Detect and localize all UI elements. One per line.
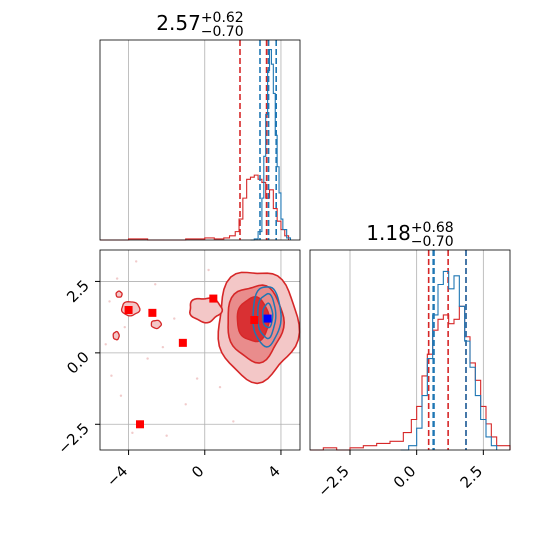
sample-dot [195, 377, 199, 380]
red-marker [209, 294, 218, 303]
x-tick-label: 0 [188, 462, 207, 481]
red-marker [148, 308, 157, 317]
histogram-series-1 [100, 174, 290, 241]
histogram-series-2 [400, 270, 498, 451]
panel-title-param-1: 2.57+0.62 −0.70 [156, 10, 243, 40]
y-tick-label: 0.0 [63, 348, 93, 378]
sample-dot [146, 357, 149, 360]
sample-dot [232, 420, 235, 423]
x-tick-label: 0.0 [390, 462, 420, 492]
sample-dot [104, 343, 107, 346]
sample-dot [110, 374, 113, 377]
sample-dot [108, 300, 111, 303]
sample-dot [115, 277, 119, 280]
y-tick-label: −2.5 [54, 419, 92, 457]
contour-red-lobe [188, 297, 224, 324]
contour-blue-outer [252, 286, 282, 348]
panel-frame [99, 249, 301, 451]
red-marker [250, 316, 259, 324]
y-tick-label: 2.5 [63, 277, 93, 307]
contour-blue-inner [261, 302, 274, 329]
contour-red-island [150, 319, 163, 330]
panel-title-param-2: 1.18+0.68 −0.70 [366, 220, 453, 250]
blue-marker [263, 314, 272, 323]
sample-dot [131, 431, 134, 435]
red-marker [178, 338, 187, 347]
sample-dot [123, 325, 126, 329]
sample-dot [119, 394, 123, 397]
panel-frame [309, 249, 511, 451]
sample-dot [154, 283, 157, 286]
top-left-histogram-panel: 2.57+0.62 −0.70 [99, 10, 301, 241]
sample-dot [184, 403, 187, 406]
contour-blue-mid [257, 292, 277, 340]
sample-dot [218, 385, 222, 389]
contour-red-island [115, 290, 123, 298]
bottom-right-histogram-panel: 1.18+0.68 −0.70 −2.5 0.0 2.5 [309, 220, 511, 501]
histogram-series-2 [250, 48, 292, 241]
sample-dot [173, 317, 176, 320]
sample-dot [207, 268, 210, 272]
sample-dot [134, 260, 138, 263]
sample-dot [165, 434, 168, 437]
panel-frame [99, 39, 301, 241]
x-tick-label: −4 [103, 462, 131, 490]
red-marker [136, 420, 144, 429]
histogram-series-1 [310, 305, 511, 451]
contour-red-island [112, 330, 120, 341]
x-tick-label: −2.5 [314, 462, 352, 500]
sample-dot [161, 345, 165, 349]
x-tick-label: 2.5 [457, 462, 487, 492]
x-tick-label: 4 [264, 462, 283, 481]
bottom-left-contour-panel: −4 0 4 −2.5 0.0 2.5 [54, 249, 301, 490]
red-marker [124, 306, 133, 314]
